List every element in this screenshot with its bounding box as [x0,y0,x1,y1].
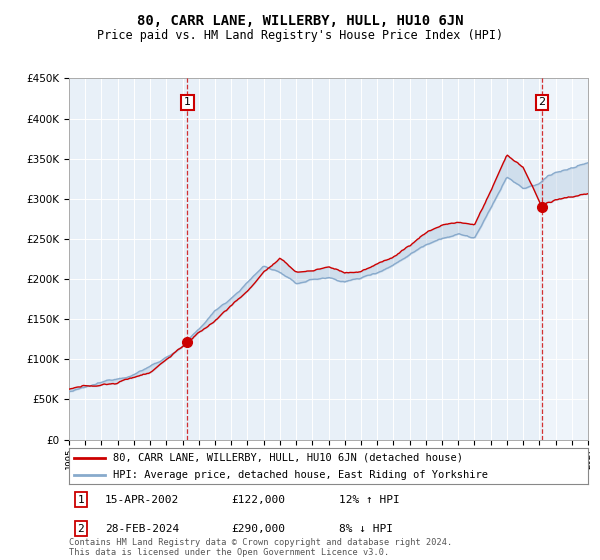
Text: 2: 2 [77,524,85,534]
Text: 8% ↓ HPI: 8% ↓ HPI [339,524,393,534]
Bar [542,78,588,440]
Text: HPI: Average price, detached house, East Riding of Yorkshire: HPI: Average price, detached house, East… [113,470,488,479]
Text: 1: 1 [184,97,191,108]
Text: 2: 2 [538,97,545,108]
Text: 80, CARR LANE, WILLERBY, HULL, HU10 6JN (detached house): 80, CARR LANE, WILLERBY, HULL, HU10 6JN … [113,453,463,463]
Text: 28-FEB-2024: 28-FEB-2024 [105,524,179,534]
Text: 12% ↑ HPI: 12% ↑ HPI [339,494,400,505]
Text: Contains HM Land Registry data © Crown copyright and database right 2024.
This d: Contains HM Land Registry data © Crown c… [69,538,452,557]
Text: 1: 1 [77,494,85,505]
Text: £122,000: £122,000 [231,494,285,505]
Text: £290,000: £290,000 [231,524,285,534]
Text: Price paid vs. HM Land Registry's House Price Index (HPI): Price paid vs. HM Land Registry's House … [97,29,503,42]
Text: 80, CARR LANE, WILLERBY, HULL, HU10 6JN: 80, CARR LANE, WILLERBY, HULL, HU10 6JN [137,14,463,28]
Text: 15-APR-2002: 15-APR-2002 [105,494,179,505]
